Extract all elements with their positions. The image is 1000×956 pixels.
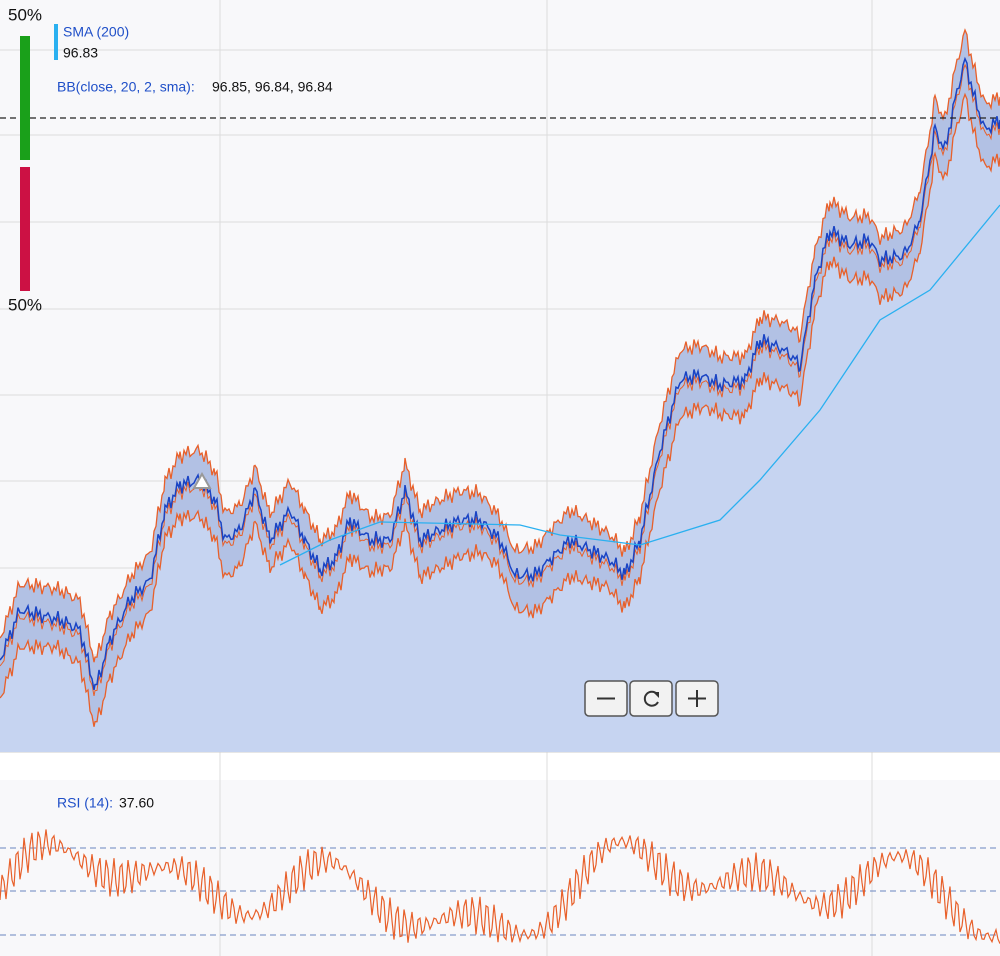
- bb-values: 96.85, 96.84, 96.84: [212, 79, 333, 95]
- rsi-label: RSI (14):: [57, 795, 113, 811]
- sma-label: SMA (200): [63, 24, 129, 40]
- zoom-controls: [584, 680, 719, 717]
- depth-top-label: 50%: [8, 5, 42, 24]
- bb-middle: [0, 63, 1000, 696]
- rsi-line: [0, 829, 1000, 944]
- reset-button[interactable]: [629, 680, 673, 717]
- price-line: [0, 56, 1000, 691]
- depth-bottom-label: 50%: [8, 295, 42, 314]
- buy-bar: [20, 36, 30, 160]
- rsi-value: 37.60: [119, 795, 154, 811]
- price-area: [0, 30, 1000, 752]
- zoom-in-button[interactable]: [675, 680, 719, 717]
- sma-swatch: [54, 24, 58, 60]
- sma-line: [279, 204, 1000, 566]
- sell-bar: [20, 167, 30, 291]
- bb-upper: [0, 28, 1000, 663]
- plot: [0, 28, 1000, 944]
- bb-label: BB(close, 20, 2, sma):: [57, 79, 195, 95]
- sma-value: 96.83: [63, 45, 98, 61]
- bb-lower: [0, 92, 1000, 727]
- trade-marker: [192, 471, 212, 489]
- bb-band: [0, 30, 1000, 727]
- zoom-out-button[interactable]: [584, 680, 628, 717]
